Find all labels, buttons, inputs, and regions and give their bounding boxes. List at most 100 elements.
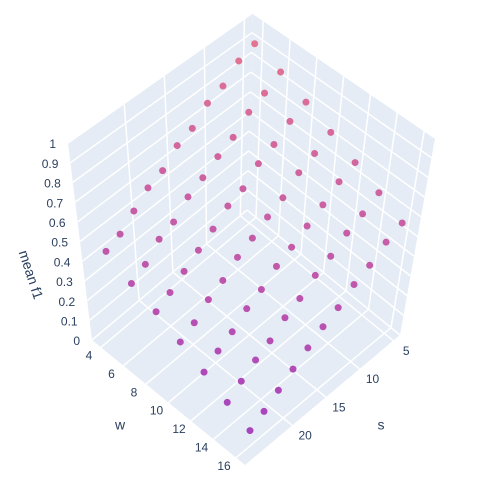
grid-line xyxy=(251,32,432,159)
point xyxy=(102,247,110,255)
point xyxy=(188,124,196,132)
point xyxy=(327,252,335,260)
grid-line xyxy=(69,32,253,164)
point xyxy=(159,167,167,175)
point xyxy=(199,174,207,182)
z-axis-title: mean f1 xyxy=(16,248,47,301)
grid-line xyxy=(86,170,249,302)
point xyxy=(266,337,274,345)
point xyxy=(286,117,294,125)
point xyxy=(170,218,178,226)
point xyxy=(350,280,358,288)
point xyxy=(237,377,245,385)
grid-line xyxy=(72,51,252,184)
point xyxy=(200,368,208,376)
point xyxy=(180,267,188,275)
grid-line xyxy=(84,150,250,282)
z-tick-label: 0.4 xyxy=(54,255,71,269)
point xyxy=(219,276,227,284)
x-tick-label: 8 xyxy=(131,385,138,399)
point xyxy=(152,308,160,316)
point xyxy=(246,427,254,435)
grid-line xyxy=(123,235,279,367)
point xyxy=(127,280,135,288)
point xyxy=(229,133,237,141)
point xyxy=(334,304,342,312)
point xyxy=(257,286,265,294)
point xyxy=(289,365,297,373)
point xyxy=(203,99,211,107)
point xyxy=(274,386,282,394)
wall-pane xyxy=(247,13,435,335)
point xyxy=(260,407,268,415)
z-tick-label: 0.5 xyxy=(51,236,68,250)
x-tick-label: 10 xyxy=(150,404,164,418)
point xyxy=(254,160,262,168)
z-tick-label: 0.7 xyxy=(47,196,64,210)
point xyxy=(264,213,272,221)
point xyxy=(219,82,227,90)
grid-line xyxy=(91,209,248,341)
point xyxy=(204,296,212,304)
grid-line xyxy=(252,12,436,139)
point xyxy=(209,225,217,233)
point xyxy=(302,98,310,106)
grid-line xyxy=(206,243,361,370)
z-tick-label: 0.3 xyxy=(56,275,73,289)
point xyxy=(359,210,367,218)
z-tick-label: 0.8 xyxy=(44,177,61,191)
grid-line xyxy=(247,189,404,316)
grid-line xyxy=(168,271,324,404)
point xyxy=(398,219,406,227)
point xyxy=(304,344,312,352)
z-tick-label: 0.6 xyxy=(49,216,66,230)
point xyxy=(382,238,390,246)
point xyxy=(234,253,242,261)
point xyxy=(288,243,296,251)
z-tick-label: 0.9 xyxy=(42,157,59,171)
grid-line xyxy=(249,91,422,218)
x-tick-label: 16 xyxy=(217,459,231,473)
point xyxy=(279,194,287,202)
z-tick-label: 0.2 xyxy=(59,295,76,309)
point xyxy=(296,295,304,303)
y-tick-label: 5 xyxy=(403,344,410,358)
point xyxy=(239,185,247,193)
point xyxy=(116,230,124,238)
point xyxy=(141,260,149,268)
point xyxy=(251,40,259,48)
point xyxy=(366,261,374,269)
grid-line xyxy=(248,130,415,257)
point xyxy=(351,159,359,167)
y-axis-title: s xyxy=(378,417,385,433)
y-tick-label: 10 xyxy=(366,372,380,386)
grid-line xyxy=(145,253,302,385)
point xyxy=(319,201,327,209)
point xyxy=(281,314,289,322)
point xyxy=(194,246,202,254)
x-tick-label: 14 xyxy=(195,440,209,454)
grid-line xyxy=(249,110,418,238)
grid-line xyxy=(89,189,249,321)
point xyxy=(311,271,319,279)
grid-line xyxy=(172,271,327,398)
grid-line xyxy=(67,12,253,144)
point xyxy=(224,202,232,210)
grid-line xyxy=(77,91,251,223)
point xyxy=(155,235,163,243)
x-tick-label: 6 xyxy=(108,367,115,381)
z-tick-label: 1 xyxy=(49,137,56,151)
point xyxy=(243,305,251,313)
grid-line xyxy=(250,71,425,198)
grid-line xyxy=(248,150,411,277)
grid-line xyxy=(246,209,401,336)
point xyxy=(303,222,311,230)
point xyxy=(245,108,253,116)
point xyxy=(184,193,192,201)
x-tick-label: 12 xyxy=(172,422,186,436)
grid-line xyxy=(190,290,347,422)
point xyxy=(270,140,278,148)
point xyxy=(319,323,327,331)
point xyxy=(190,319,198,327)
